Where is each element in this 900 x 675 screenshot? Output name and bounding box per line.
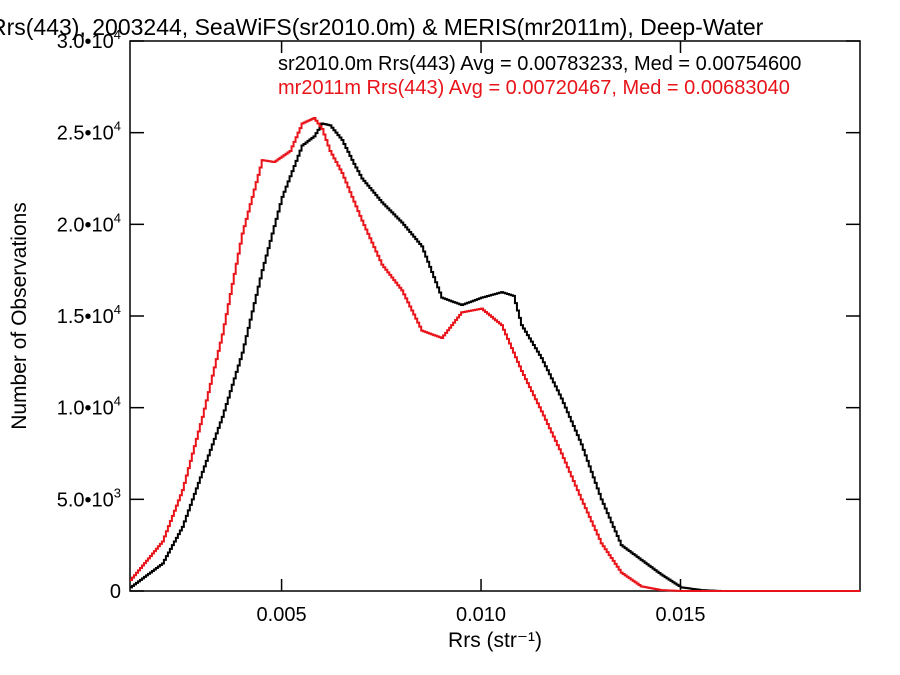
y-tick-exponent: 3: [114, 485, 121, 500]
y-tick-label: 1.0•104: [57, 394, 121, 420]
x-tick-label: 0.015: [655, 604, 705, 626]
series-line-0: [130, 122, 860, 592]
y-tick-label: 0: [110, 581, 121, 603]
x-tick-label: 0.010: [456, 604, 506, 626]
legend-entry-0: sr2010.0m Rrs(443) Avg = 0.00783233, Med…: [278, 53, 801, 75]
x-tick-label: 0.005: [257, 604, 307, 626]
y-tick-mantissa: 3.0•10: [57, 31, 114, 53]
legend: sr2010.0m Rrs(443) Avg = 0.00783233, Med…: [278, 53, 801, 99]
y-tick-label: 1.5•104: [57, 302, 121, 328]
y-tick-mantissa: 2.0•10: [57, 214, 114, 236]
y-tick-label: 2.5•104: [57, 119, 121, 145]
y-tick-exponent: 4: [114, 302, 121, 317]
y-tick-mantissa: 0: [110, 581, 121, 603]
x-axis: 0.005 0.010 0.015: [257, 41, 706, 626]
series-line-1: [130, 117, 860, 592]
series-layer: [130, 117, 860, 592]
y-tick-mantissa: 5.0•10: [57, 489, 114, 511]
plot-frame: [129, 40, 861, 592]
x-axis-label: Rrs (str⁻¹): [448, 629, 542, 652]
y-tick-mantissa: 1.5•10: [57, 306, 114, 328]
y-tick-exponent: 4: [114, 394, 121, 409]
y-tick-label: 3.0•104: [57, 27, 121, 53]
y-tick-label: 5.0•103: [57, 485, 121, 511]
y-tick-exponent: 4: [114, 210, 121, 225]
y-tick-exponent: 4: [114, 119, 121, 134]
y-tick-exponent: 4: [114, 27, 121, 42]
chart-title: Rrs(443), 2003244, SeaWiFS(sr2010.0m) & …: [0, 14, 764, 40]
y-tick-mantissa: 1.0•10: [57, 398, 114, 420]
y-axis-label: Number of Observations: [8, 202, 31, 430]
legend-entry-1: mr2011m Rrs(443) Avg = 0.00720467, Med =…: [278, 77, 790, 99]
y-tick-label: 2.0•104: [57, 210, 121, 236]
y-tick-mantissa: 2.5•10: [57, 123, 114, 145]
y-axis: 05.0•1031.0•1041.5•1042.0•1042.5•1043.0•…: [57, 27, 860, 603]
